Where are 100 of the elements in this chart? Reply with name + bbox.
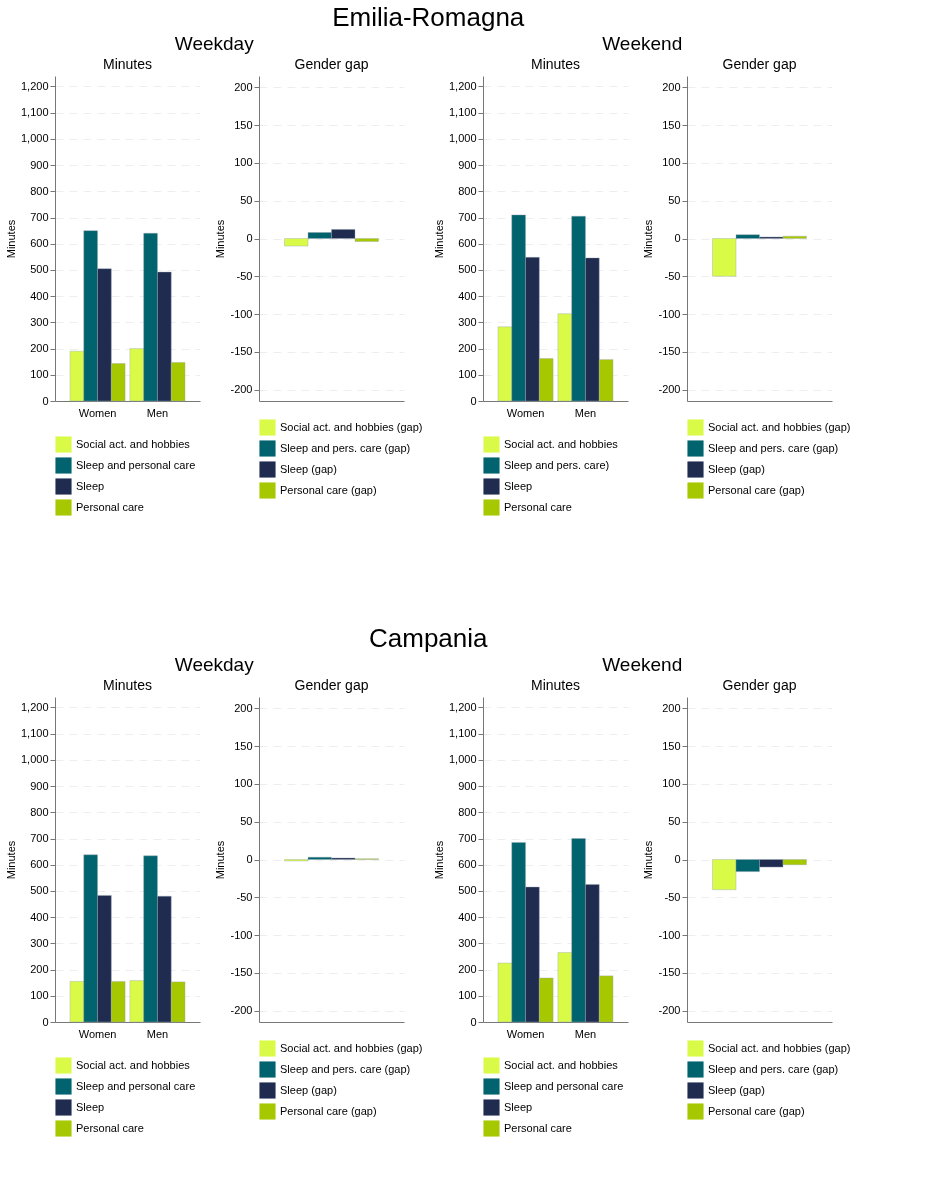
legend-label: Social act. and hobbies (gap) [280,420,423,433]
legend-label: Social act. and hobbies (gap) [708,420,851,433]
chart-title: Gender gap [722,56,797,72]
y-tick-label: 500 [458,263,477,276]
y-tick-label: 600 [30,237,49,250]
y-tick-label: -100 [658,307,681,320]
y-tick-label: 1,000 [20,132,49,145]
y-tick-label: -50 [664,890,681,903]
x-tick-label: Men [146,1027,169,1040]
y-tick-label: -100 [658,928,681,941]
y-tick-label: 1,100 [448,727,477,740]
y-tick-label: -150 [658,345,681,358]
legend-label: Personal care (gap) [280,483,377,496]
x-tick-label: Women [506,1027,545,1040]
y-tick-label: 200 [234,701,253,714]
y-tick-label: 50 [668,815,681,828]
y-tick-label: 100 [662,156,681,169]
chart-title: Minutes [530,677,581,693]
y-tick-label: 300 [458,936,477,949]
text: Emilia-Romagna [332,2,525,32]
legend-label: Sleep (gap) [708,462,765,475]
y-tick-label: 0 [42,394,49,407]
chart-title: Gender gap [722,677,797,693]
y-tick-label: 900 [458,158,477,171]
y-tick-label: 400 [458,910,477,923]
legend-label: Sleep and personal care [76,458,196,471]
y-tick-label: 1,000 [448,132,477,145]
chart-title: Gender gap [294,56,369,72]
y-tick-label: 200 [458,342,477,355]
legend-label: Sleep [504,1100,533,1113]
legend-label: Personal care [76,1121,144,1134]
x-tick-label: Men [574,406,597,419]
y-tick-label: 200 [662,80,681,93]
y-tick-label: 100 [234,156,253,169]
y-tick-label: -100 [230,307,253,320]
y-tick-label: 600 [458,237,477,250]
y-tick-label: 800 [458,184,477,197]
legend-label: Sleep (gap) [708,1083,765,1096]
legend-label: Sleep (gap) [280,1083,337,1096]
y-tick-label: -150 [230,966,253,979]
y-tick-label: -150 [658,966,681,979]
y-tick-label: 200 [30,342,49,355]
y-tick-label: 200 [662,701,681,714]
legend-label: Social act. and hobbies [504,437,619,450]
y-tick-label: 50 [240,815,253,828]
y-axis-title: Minutes [4,219,17,259]
y-tick-label: 300 [458,315,477,328]
text: Weekday [174,33,255,54]
y-tick-label: -50 [236,269,253,282]
y-tick-label: -200 [230,1004,253,1017]
chart-title: Minutes [102,56,153,72]
legend-label: Sleep [504,479,533,492]
y-tick-label: 0 [246,232,253,244]
y-tick-label: 700 [30,832,49,845]
legend-label: Personal care (gap) [708,483,805,496]
x-tick-label: Women [78,406,117,419]
y-tick-label: -50 [236,890,253,903]
legend-label: Social act. and hobbies [76,1058,191,1071]
legend-label: Personal care (gap) [708,1104,805,1117]
y-axis-title: Minutes [642,219,655,259]
y-axis-title: Minutes [214,840,227,880]
legend-label: Personal care (gap) [280,1104,377,1117]
y-tick-label: 500 [458,884,477,897]
y-tick-label: 1,200 [448,79,477,92]
legend-label: Personal care [504,500,572,513]
y-tick-label: 900 [458,779,477,792]
legend-label: Personal care [504,1121,572,1134]
y-tick-label: 900 [30,779,49,792]
y-axis-title: Minutes [4,840,17,880]
y-tick-label: 0 [674,853,681,865]
y-tick-label: 0 [42,1015,49,1028]
y-tick-label: -200 [658,1004,681,1017]
y-tick-label: 500 [30,263,49,276]
chart-title: Minutes [530,56,581,72]
y-tick-label: 800 [30,184,49,197]
legend-label: Sleep [76,479,105,492]
y-tick-label: -200 [230,383,253,396]
text: Weekend [602,33,683,54]
x-tick-label: Women [506,406,545,419]
y-tick-label: -100 [230,928,253,941]
y-tick-label: 1,100 [20,727,49,740]
y-tick-label: -50 [664,269,681,282]
y-tick-label: 100 [30,368,49,381]
legend-label: Sleep and pers. care (gap) [280,441,411,454]
text: Weekend [602,654,683,675]
chart-title: Minutes [102,677,153,693]
y-tick-label: 0 [470,394,477,407]
y-tick-label: 800 [458,805,477,818]
y-tick-label: 150 [234,739,253,752]
x-tick-label: Men [146,406,169,419]
y-tick-label: 700 [458,211,477,224]
y-tick-label: 400 [30,910,49,923]
x-tick-label: Men [574,1027,597,1040]
legend-label: Sleep and personal care [76,1079,196,1092]
y-tick-label: 900 [30,158,49,171]
legend-label: Sleep and pers. care (gap) [708,1062,839,1075]
y-tick-label: 1,200 [20,79,49,92]
legend-label: Personal care [76,500,144,513]
y-tick-label: 50 [668,194,681,207]
text: Campania [368,623,489,653]
